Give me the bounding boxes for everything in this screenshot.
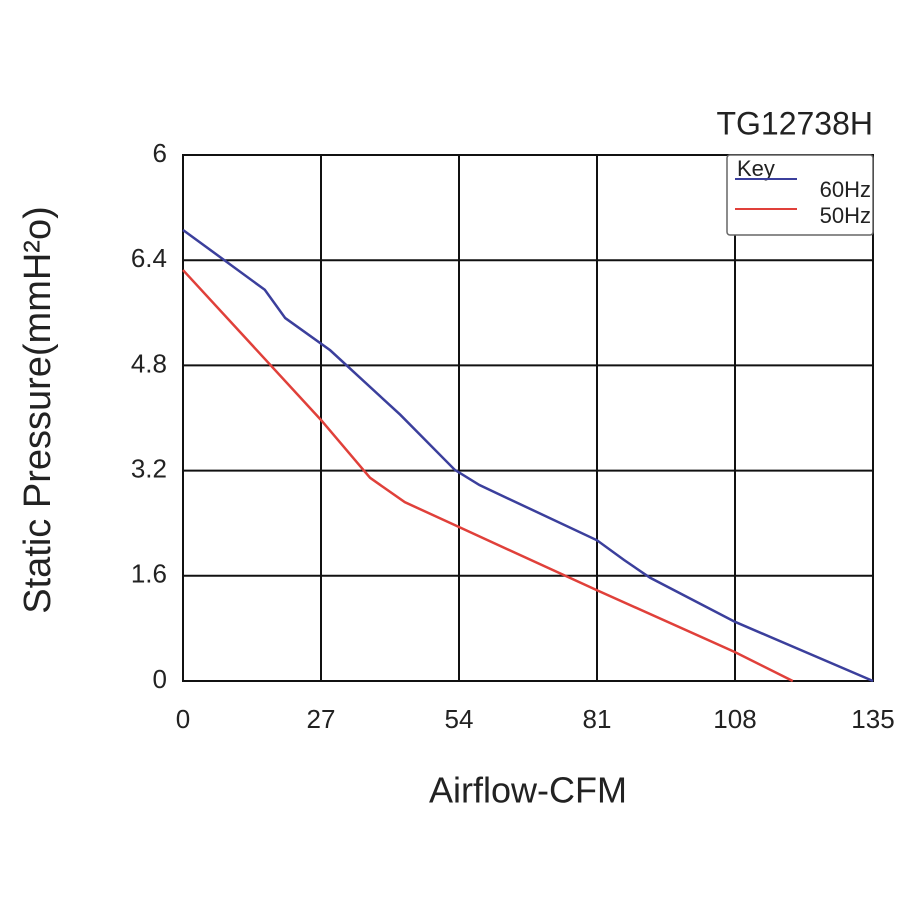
- x-tick-label: 27: [307, 704, 336, 734]
- x-tick-label: 108: [713, 704, 756, 734]
- y-tick-label: 0: [153, 664, 167, 694]
- y-tick-label: 3.2: [131, 453, 167, 483]
- y-axis-label: Static Pressure(mmH²o): [17, 206, 59, 614]
- legend-label: 60Hz: [820, 177, 871, 202]
- x-tick-label: 81: [583, 704, 612, 734]
- y-tick-label: 4.8: [131, 348, 167, 378]
- line-series: [182, 228, 874, 683]
- line-series: [182, 269, 794, 683]
- y-tick-label: 1.6: [131, 559, 167, 589]
- legend-label: 50Hz: [820, 203, 871, 228]
- y-tick-label: 6: [153, 138, 167, 168]
- chart-title: TG12738H: [716, 105, 873, 141]
- x-tick-label: 135: [851, 704, 894, 734]
- y-tick-label: 6.4: [131, 243, 167, 273]
- x-tick-label: 54: [445, 704, 474, 734]
- x-tick-label: 0: [176, 704, 190, 734]
- plot-background: [183, 155, 873, 681]
- legend-box: [726, 154, 874, 236]
- legend-title: Key: [737, 156, 775, 181]
- plot-frame: [182, 154, 874, 682]
- x-axis-label: Airflow-CFM: [429, 770, 627, 811]
